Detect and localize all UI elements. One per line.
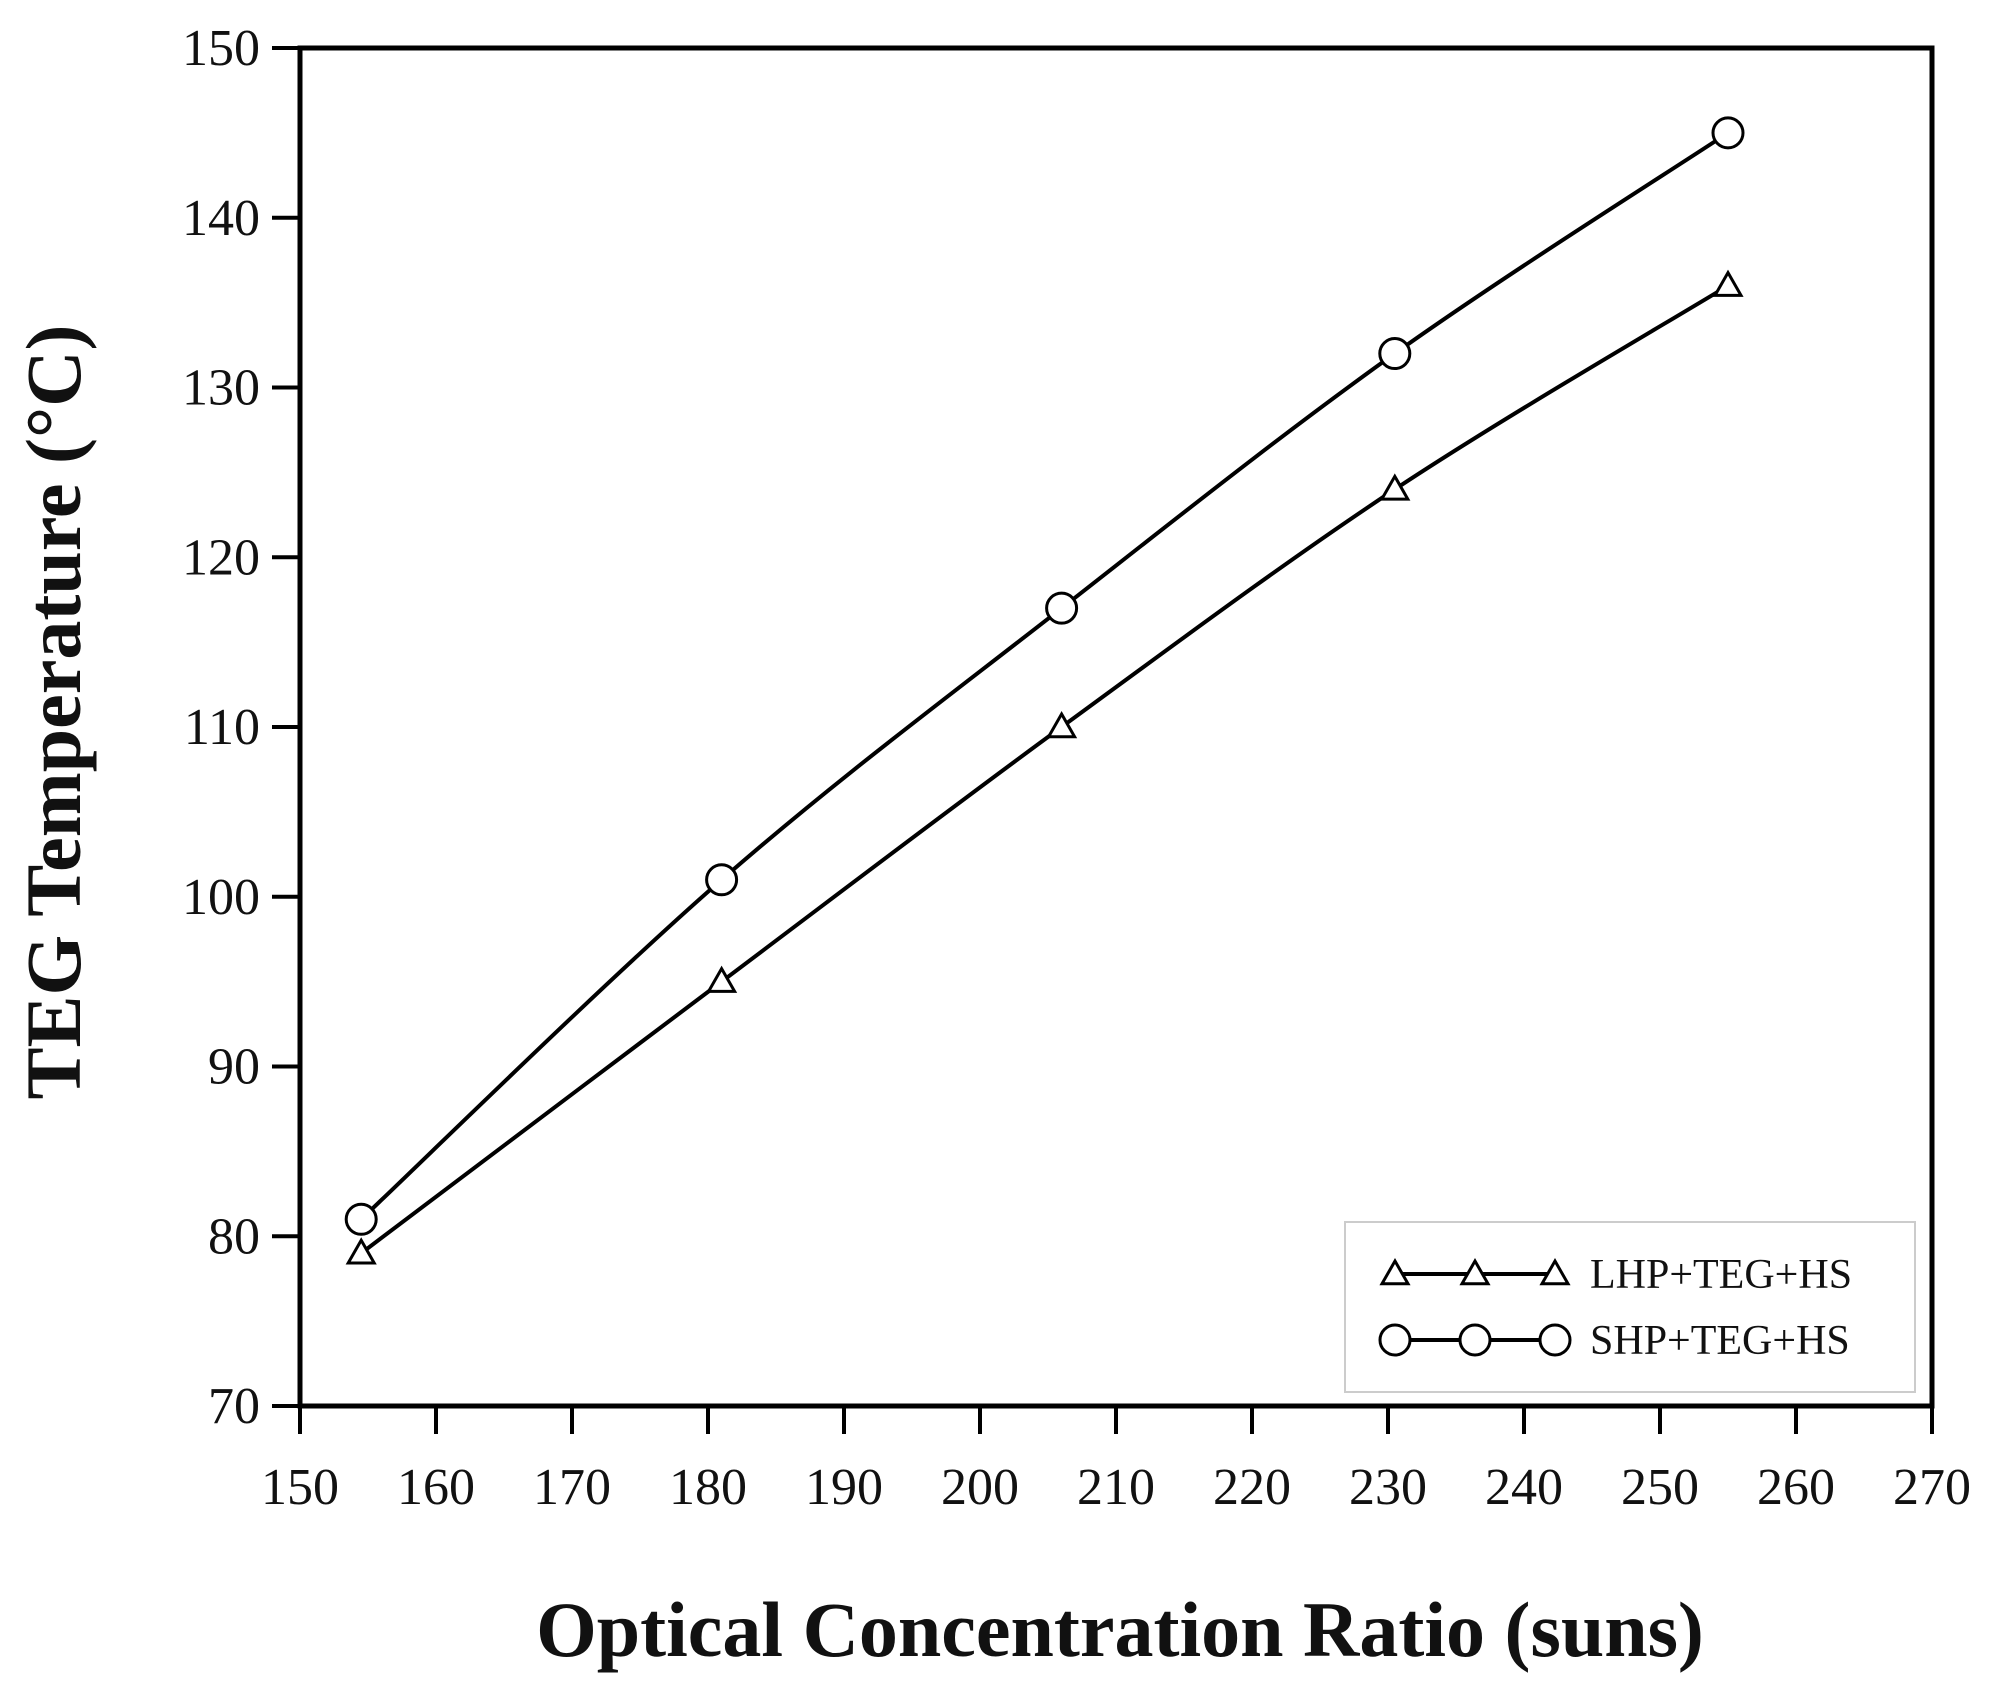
series-lhp <box>345 269 1744 1265</box>
y-tick-label: 120 <box>182 529 260 586</box>
x-tick-label: 210 <box>1077 1459 1155 1516</box>
x-tick-label: 190 <box>805 1459 883 1516</box>
x-tick-label: 270 <box>1893 1459 1971 1516</box>
x-tick-label: 260 <box>1757 1459 1835 1516</box>
legend-label-shp: SHP+TEG+HS <box>1590 1318 1850 1364</box>
x-tick-label: 170 <box>533 1459 611 1516</box>
x-tick-label: 160 <box>397 1459 475 1516</box>
series-line-shp <box>359 130 1730 1222</box>
legend-marker-shp <box>1458 1323 1492 1357</box>
y-tick-label: 70 <box>208 1378 260 1435</box>
x-tick-label: 200 <box>941 1459 1019 1516</box>
legend: LHP+TEG+HS SHP+TEG+HS <box>1344 1221 1916 1393</box>
y-tick-label: 80 <box>208 1208 260 1265</box>
series-shp <box>344 116 1745 1236</box>
x-tick-label: 230 <box>1349 1459 1427 1516</box>
data-point-lhp <box>1712 269 1744 297</box>
data-point-shp <box>1045 591 1079 625</box>
legend-marker-shp <box>1538 1323 1572 1357</box>
axes: 150 160 170 180 190 200 210 220 230 240 250 260 270 7… <box>182 20 1971 1516</box>
x-tick-label: 220 <box>1213 1459 1291 1516</box>
data-point-lhp <box>706 965 738 993</box>
series-line-lhp <box>359 283 1730 1256</box>
legend-box <box>1344 1221 1916 1393</box>
legend-marker-lhp <box>1379 1257 1411 1286</box>
x-axis-title: Optical Concentration Ratio (suns) <box>536 1586 1704 1673</box>
legend-marker-lhp <box>1539 1257 1571 1286</box>
y-tick-label: 110 <box>184 699 260 756</box>
y-tick-label: 100 <box>182 869 260 926</box>
data-point-lhp <box>345 1237 377 1265</box>
data-point-shp <box>1711 116 1745 150</box>
y-axis-title: TEG Temperature (°C) <box>10 324 97 1099</box>
legend-marker-lhp <box>1459 1257 1491 1286</box>
y-tick-label: 90 <box>208 1039 260 1096</box>
y-tick-label: 140 <box>182 190 260 247</box>
x-tick-label: 250 <box>1621 1459 1699 1516</box>
y-tick-label: 150 <box>182 20 260 77</box>
y-tick-label: 130 <box>182 360 260 417</box>
data-point-lhp <box>1046 710 1078 739</box>
data-point-shp <box>344 1202 378 1236</box>
x-tick-label: 180 <box>669 1459 747 1516</box>
series-group <box>344 116 1745 1265</box>
x-tick-label: 240 <box>1485 1459 1563 1516</box>
x-tick-label: 150 <box>261 1459 339 1516</box>
data-point-lhp <box>1379 473 1411 501</box>
plot-frame <box>297 45 1935 1409</box>
data-point-shp <box>1378 337 1412 371</box>
legend-label-lhp: LHP+TEG+HS <box>1590 1252 1852 1298</box>
data-point-shp <box>705 863 739 897</box>
legend-marker-shp <box>1378 1323 1412 1357</box>
